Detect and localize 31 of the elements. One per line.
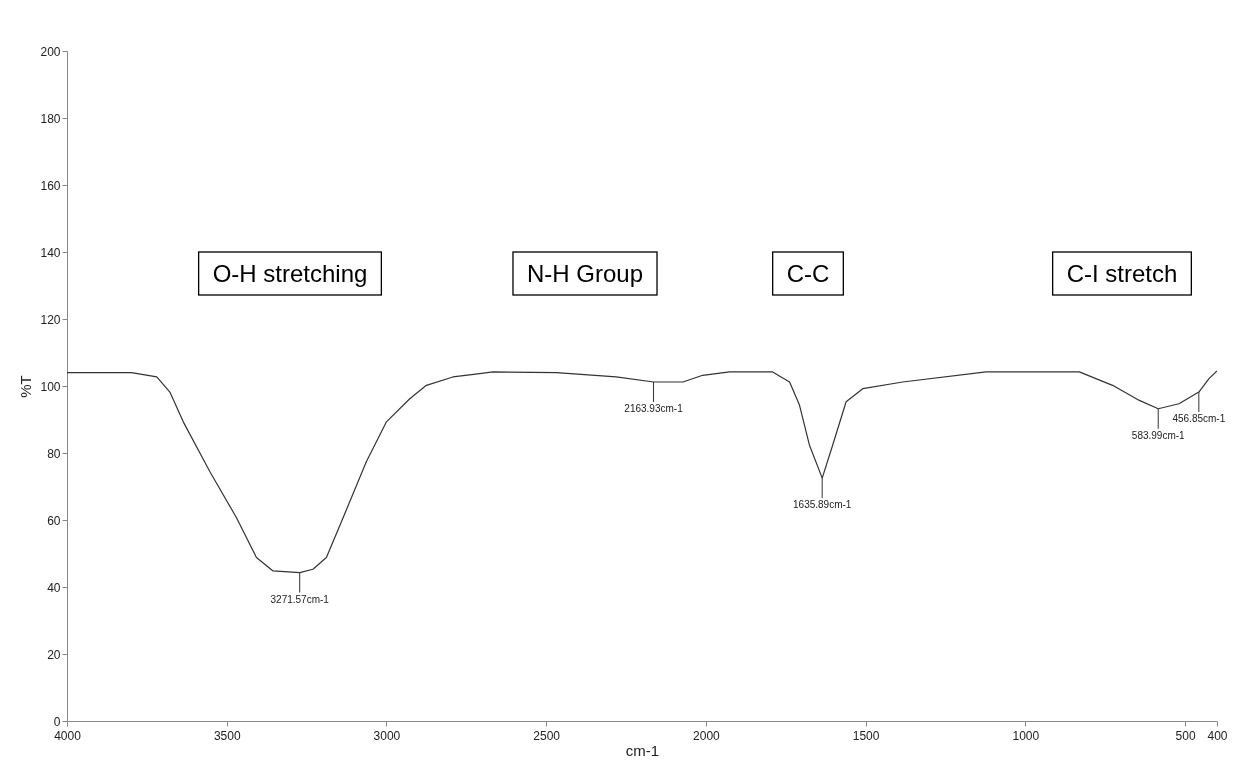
annotation: 456.85cm-1 (1172, 413, 1226, 425)
y-tick-label: 0 (53, 714, 61, 729)
y-tick-label: 80 (47, 446, 61, 461)
annotation: N-H Group (526, 260, 644, 287)
x-tick-label: 3000 (373, 728, 401, 743)
x-tick-label: 2500 (533, 728, 561, 743)
y-axis-title: %T (17, 375, 35, 398)
x-tick-label: 4000 (54, 728, 82, 743)
y-tick-label: 40 (47, 580, 61, 595)
annotation: C-C (786, 260, 830, 287)
y-tick-label: 200 (40, 44, 61, 59)
y-tick-label: 180 (40, 111, 61, 126)
x-tick-label: 500 (1175, 728, 1196, 743)
annotation: 2163.93cm-1 (624, 402, 684, 414)
annotation: C-I stretch (1066, 260, 1178, 287)
x-tick-label: 3500 (213, 728, 241, 743)
y-tick-label: 140 (40, 245, 61, 260)
annotation: O-H stretching (212, 260, 368, 287)
annotation: 583.99cm-1 (1131, 429, 1186, 441)
x-tick-label: 400 (1207, 728, 1228, 743)
y-tick-label: 60 (47, 513, 61, 528)
x-tick-label: 2000 (693, 728, 721, 743)
annotation: 3271.57cm-1 (270, 593, 330, 605)
x-tick-label: 1000 (1012, 728, 1040, 743)
annotation: 1635.89cm-1 (793, 499, 852, 511)
y-tick-label: 20 (47, 647, 61, 662)
x-axis-title: cm-1 (625, 741, 660, 759)
x-tick-label: 1500 (852, 728, 880, 743)
y-tick-label: 100 (40, 379, 61, 394)
y-tick-label: 120 (40, 312, 61, 327)
y-tick-label: 160 (40, 178, 61, 193)
